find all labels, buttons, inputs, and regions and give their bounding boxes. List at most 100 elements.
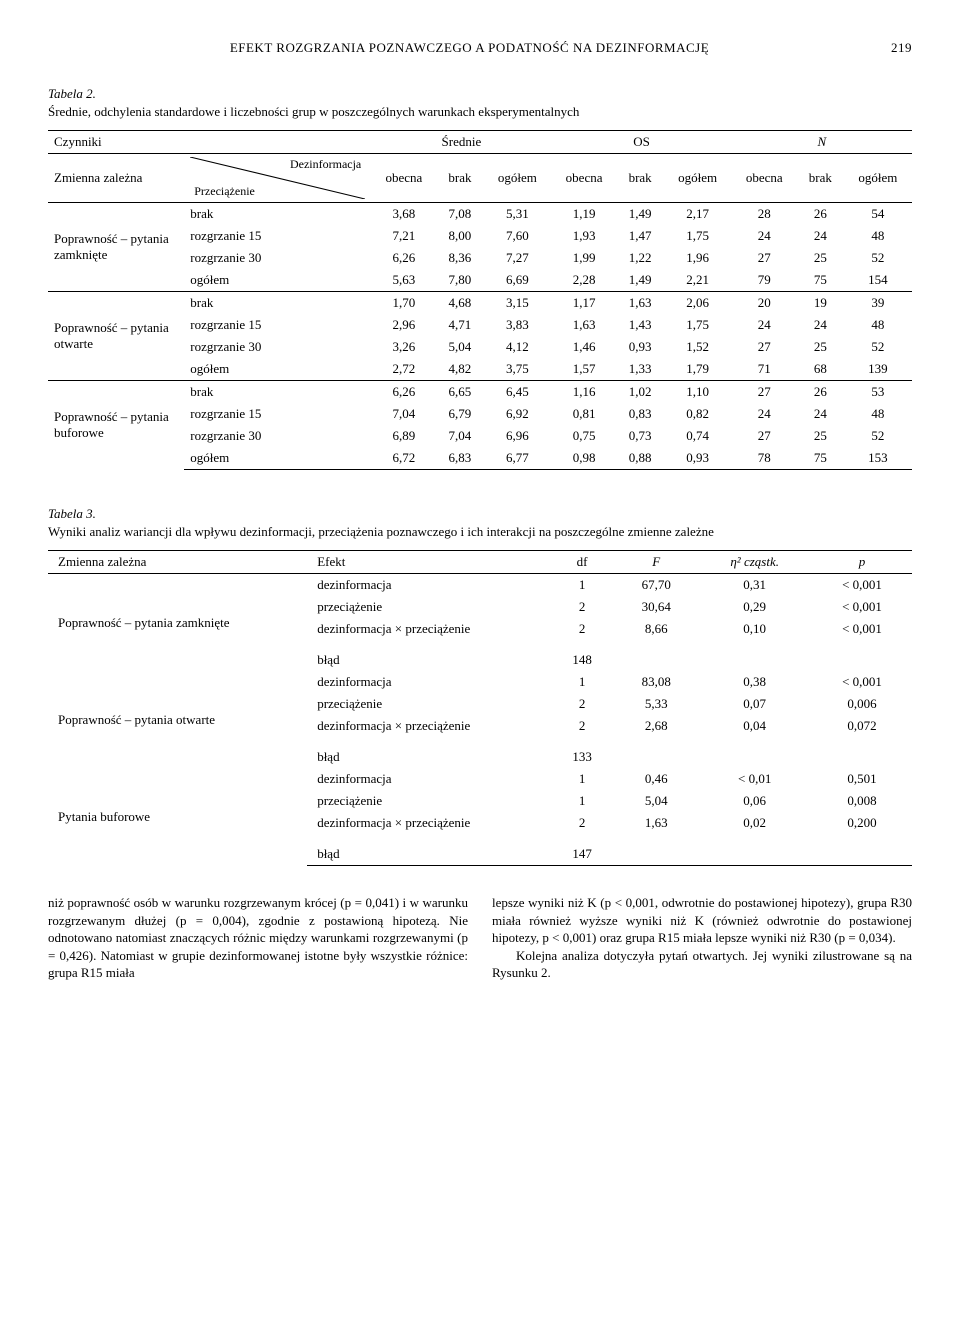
t3-cell: < 0,001 — [812, 671, 912, 693]
t3-cell — [615, 834, 697, 866]
t2-cell: 24 — [797, 314, 844, 336]
t2-head-os: OS — [551, 131, 731, 154]
t3-cell — [615, 737, 697, 768]
t3-cell: 0,006 — [812, 693, 912, 715]
t2-cell: 4,12 — [483, 336, 551, 358]
t3-cell: 2 — [549, 693, 615, 715]
t3-effect: dezinformacja × przeciążenie — [307, 715, 549, 737]
t3-effect: przeciążenie — [307, 596, 549, 618]
body-left-col: niż poprawność osób w warunku rozgrzewan… — [48, 894, 468, 982]
t2-cell: 48 — [844, 225, 912, 247]
t3-cell — [812, 640, 912, 671]
t2-cell: 153 — [844, 447, 912, 470]
t2-head-srednie: Średnie — [371, 131, 551, 154]
t2-cell: 139 — [844, 358, 912, 381]
t3-cell: 0,02 — [697, 812, 812, 834]
t2-cell: 2,96 — [371, 314, 436, 336]
body-text: niż poprawność osób w warunku rozgrzewan… — [48, 894, 912, 982]
t2-sub-obecna: obecna — [371, 154, 436, 203]
t2-cell: 2,72 — [371, 358, 436, 381]
t2-cell: 52 — [844, 425, 912, 447]
t2-cell: 4,82 — [436, 358, 483, 381]
t2-cell: 1,63 — [617, 292, 664, 315]
t3-cell: 0,31 — [697, 574, 812, 597]
t2-sub-ogolem3: ogółem — [844, 154, 912, 203]
t2-group-label: Poprawność – pytania buforowe — [48, 381, 184, 470]
t2-cell: 24 — [732, 225, 797, 247]
t2-condition: rozgrzanie 15 — [184, 225, 371, 247]
t2-condition: ogółem — [184, 269, 371, 292]
t2-condition: rozgrzanie 30 — [184, 336, 371, 358]
t2-condition: rozgrzanie 30 — [184, 247, 371, 269]
t3-cell: < 0,001 — [812, 574, 912, 597]
t2-cell: 1,57 — [551, 358, 616, 381]
t3-head-eta: η² cząstk. — [697, 551, 812, 574]
t2-sub-ogolem: ogółem — [483, 154, 551, 203]
t3-cell: 133 — [549, 737, 615, 768]
t3-effect: dezinformacja — [307, 574, 549, 597]
t3-effect: dezinformacja — [307, 768, 549, 790]
t3-cell: 0,04 — [697, 715, 812, 737]
t3-effect: dezinformacja × przeciążenie — [307, 618, 549, 640]
t2-cell: 1,49 — [617, 203, 664, 226]
t2-cell: 4,71 — [436, 314, 483, 336]
table3-caption: Wyniki analiz wariancji dla wpływu dezin… — [48, 524, 912, 540]
t2-cell: 26 — [797, 381, 844, 404]
t2-head-n: N — [732, 131, 912, 154]
t2-sub-obecna2: obecna — [551, 154, 616, 203]
t3-cell: 0,072 — [812, 715, 912, 737]
t3-cell: 1 — [549, 574, 615, 597]
t2-cell: 1,43 — [617, 314, 664, 336]
t2-cell: 24 — [797, 225, 844, 247]
t2-cell: 24 — [732, 314, 797, 336]
table2-caption: Średnie, odchylenia standardowe i liczeb… — [48, 104, 912, 120]
page-number: 219 — [891, 40, 912, 56]
t2-cell: 1,22 — [617, 247, 664, 269]
t2-cell: 1,47 — [617, 225, 664, 247]
t2-cell: 1,63 — [551, 314, 616, 336]
t2-cell: 7,08 — [436, 203, 483, 226]
t3-cell: 8,66 — [615, 618, 697, 640]
t2-cell: 2,17 — [664, 203, 732, 226]
t2-cell: 0,93 — [617, 336, 664, 358]
t2-cell: 7,80 — [436, 269, 483, 292]
t3-cell: 1 — [549, 790, 615, 812]
t3-head-efekt: Efekt — [307, 551, 549, 574]
t2-cell: 79 — [732, 269, 797, 292]
table3: Zmienna zależna Efekt df F η² cząstk. p … — [48, 550, 912, 866]
t2-sub-obecna3: obecna — [732, 154, 797, 203]
t2-cell: 7,04 — [436, 425, 483, 447]
t2-cell: 24 — [797, 403, 844, 425]
t3-cell: 67,70 — [615, 574, 697, 597]
t3-effect: błąd — [307, 737, 549, 768]
t2-condition: brak — [184, 381, 371, 404]
t3-cell: 2 — [549, 812, 615, 834]
t2-cell: 0,75 — [551, 425, 616, 447]
t3-cell: 2 — [549, 715, 615, 737]
t2-cell: 0,73 — [617, 425, 664, 447]
t3-cell: 5,33 — [615, 693, 697, 715]
t2-cell: 0,93 — [664, 447, 732, 470]
t2-cell: 53 — [844, 381, 912, 404]
t3-cell: 2,68 — [615, 715, 697, 737]
t2-cell: 2,06 — [664, 292, 732, 315]
t2-cell: 6,89 — [371, 425, 436, 447]
t2-cell: 1,19 — [551, 203, 616, 226]
t2-cell: 27 — [732, 381, 797, 404]
t2-cell: 6,79 — [436, 403, 483, 425]
t2-condition: rozgrzanie 30 — [184, 425, 371, 447]
t2-cell: 5,63 — [371, 269, 436, 292]
t3-cell: 2 — [549, 596, 615, 618]
t2-group-label: Poprawność – pytania otwarte — [48, 292, 184, 381]
t2-cell: 1,93 — [551, 225, 616, 247]
t2-cell: 0,81 — [551, 403, 616, 425]
t2-cell: 78 — [732, 447, 797, 470]
t2-cell: 3,75 — [483, 358, 551, 381]
t2-cell: 27 — [732, 247, 797, 269]
t2-cell: 25 — [797, 247, 844, 269]
t2-cell: 1,10 — [664, 381, 732, 404]
t3-head-zmienna: Zmienna zależna — [48, 551, 307, 574]
t2-cell: 154 — [844, 269, 912, 292]
t2-cell: 6,69 — [483, 269, 551, 292]
t2-cell: 75 — [797, 447, 844, 470]
